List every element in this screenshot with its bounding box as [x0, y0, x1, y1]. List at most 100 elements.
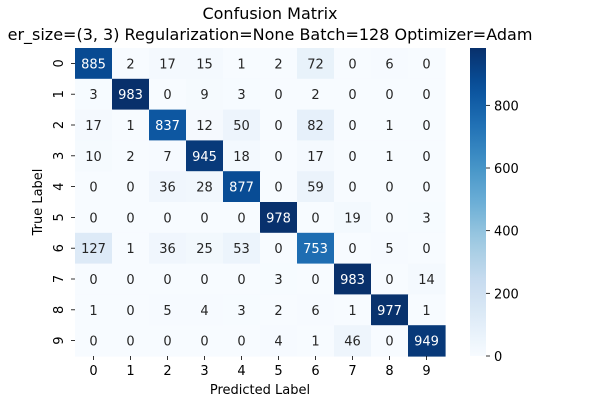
- x-axis-ticks: 0 1 2 3 4 5 6 7 8 9: [89, 356, 431, 379]
- y-axis-label: True Label: [31, 169, 46, 237]
- cell-value-label: 945: [192, 150, 217, 165]
- heatmap-cell: [186, 232, 224, 265]
- heatmap-cell: [408, 294, 446, 326]
- heatmap-cell: [223, 109, 261, 141]
- cell-value-label: 0: [422, 88, 430, 103]
- cell-value-label: 59: [307, 181, 324, 196]
- cell-value-label: 1: [385, 150, 393, 165]
- cell-value-label: 72: [307, 57, 324, 72]
- cell-value-label: 9: [200, 88, 208, 103]
- cell-value-label: 12: [196, 119, 213, 134]
- cell-value-label: 6: [311, 304, 319, 319]
- heatmap-cell: [186, 263, 224, 295]
- heatmap-cell: [334, 325, 372, 357]
- heatmap-cell: [223, 78, 261, 111]
- cell-value-label: 0: [348, 57, 356, 72]
- cell-value-label: 0: [348, 88, 356, 103]
- heatmap-cell: [149, 109, 187, 141]
- cell-value-label: 0: [237, 273, 245, 288]
- cell-value-label: 3: [237, 88, 245, 103]
- y-tick-label: 5: [52, 213, 67, 221]
- heatmap-cell: [408, 109, 446, 141]
- cell-value-label: 0: [274, 88, 282, 103]
- cell-value-label: 0: [422, 119, 430, 134]
- heatmap-cell: [334, 109, 372, 141]
- cell-value-label: 978: [266, 211, 291, 226]
- heatmap-cell: [149, 48, 187, 80]
- cell-value-label: 28: [196, 181, 213, 196]
- cell-value-label: 983: [340, 273, 365, 288]
- heatmap-cell: [112, 325, 150, 357]
- cell-value-label: 885: [81, 57, 106, 72]
- heatmap-cell: [334, 78, 372, 111]
- cell-value-label: 0: [422, 150, 430, 165]
- cell-value-label: 1: [126, 242, 134, 257]
- heatmap-cell: [75, 202, 113, 234]
- heatmap-values: 885 2 17 15 1 2 72 0 6 03 983 0 9 3 0 2 0 0 017 1 837 12 50 0 82…: [81, 57, 439, 349]
- heatmap-cell: [223, 325, 261, 357]
- x-tick-label: 1: [126, 364, 134, 379]
- y-tick-label: 3: [52, 152, 67, 160]
- x-tick-label: 2: [163, 364, 171, 379]
- colorbar-tick-label: 800: [494, 99, 519, 114]
- cell-value-label: 0: [385, 211, 393, 226]
- heatmap-cell: [297, 202, 335, 234]
- cell-value-label: 837: [155, 119, 180, 134]
- heatmap-cell: [75, 140, 113, 172]
- cell-value-label: 3: [274, 273, 282, 288]
- heatmap-cell: [371, 294, 409, 326]
- heatmap-cell: [75, 232, 113, 265]
- cell-value-label: 0: [422, 242, 430, 257]
- cell-value-label: 0: [89, 181, 97, 196]
- heatmap-cell: [260, 171, 298, 203]
- y-tick-label: 0: [52, 59, 67, 67]
- heatmap-cell: [186, 325, 224, 357]
- heatmap-cell: [223, 294, 261, 326]
- heatmap-cell: [149, 202, 187, 234]
- cell-value-label: 0: [348, 119, 356, 134]
- cell-value-label: 977: [377, 304, 402, 319]
- cell-value-label: 0: [348, 181, 356, 196]
- y-tick-label: 9: [52, 336, 67, 344]
- colorbar-tick-label: 600: [494, 162, 519, 177]
- heatmap-cell: [297, 232, 335, 265]
- colorbar-tick-label: 0: [494, 350, 502, 365]
- cell-value-label: 53: [233, 242, 250, 257]
- cell-value-label: 753: [303, 242, 328, 257]
- heatmap-cell: [223, 232, 261, 265]
- heatmap-cell: [408, 325, 446, 357]
- heatmap-cell: [186, 109, 224, 141]
- colorbar-ticks: 0 200 400 600 800: [486, 99, 519, 365]
- heatmap-cell: [297, 109, 335, 141]
- cell-value-label: 18: [233, 150, 250, 165]
- colorbar: [470, 48, 486, 356]
- heatmap-cell: [112, 109, 150, 141]
- cell-value-label: 0: [274, 119, 282, 134]
- cell-value-label: 17: [307, 150, 324, 165]
- heatmap-cell: [408, 78, 446, 111]
- cell-value-label: 17: [159, 57, 176, 72]
- cell-value-label: 15: [196, 57, 213, 72]
- heatmap-cell: [408, 171, 446, 203]
- cell-value-label: 7: [163, 150, 171, 165]
- heatmap-cell: [334, 48, 372, 80]
- heatmap-cell: [297, 294, 335, 326]
- cell-value-label: 6: [385, 57, 393, 72]
- cell-value-label: 2: [274, 304, 282, 319]
- chart-title: Confusion Matrix: [202, 4, 337, 23]
- heatmap-cell: [408, 140, 446, 172]
- cell-value-label: 0: [274, 242, 282, 257]
- cell-value-label: 2: [126, 57, 134, 72]
- cell-value-label: 0: [89, 273, 97, 288]
- heatmap-cell: [223, 202, 261, 234]
- cell-value-label: 0: [385, 88, 393, 103]
- heatmap-cell: [371, 171, 409, 203]
- cell-value-label: 1: [311, 335, 319, 350]
- cell-value-label: 1: [422, 304, 430, 319]
- heatmap-cell: [186, 171, 224, 203]
- cell-value-label: 0: [274, 150, 282, 165]
- heatmap-cell: [112, 48, 150, 80]
- heatmap-cell: [371, 202, 409, 234]
- cell-value-label: 0: [163, 88, 171, 103]
